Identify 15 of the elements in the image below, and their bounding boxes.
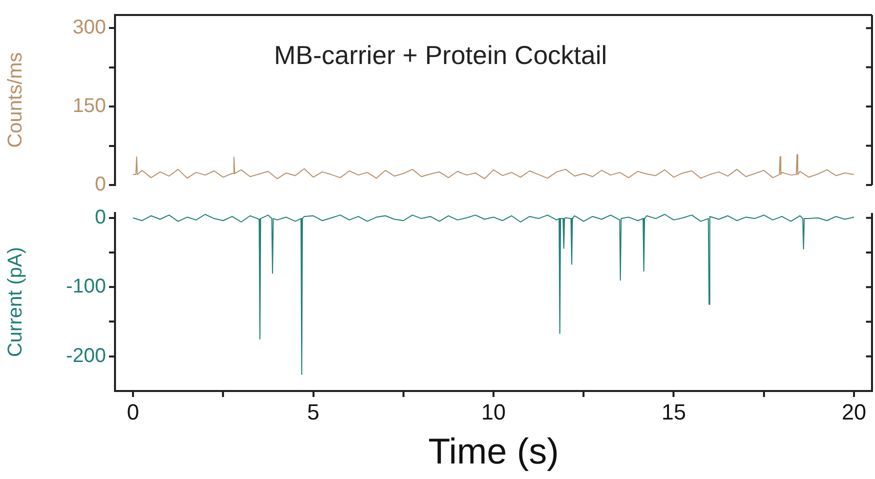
x-tick-label: 5 (307, 399, 320, 424)
y-tick-label: 150 (72, 95, 106, 118)
x-tick-label: 15 (661, 399, 686, 424)
x-tick-label: 0 (126, 399, 140, 424)
y-axis-title: Current (pA) (4, 246, 27, 358)
y-axis-title: Counts/ms (4, 52, 27, 148)
y-tick-label: 0 (94, 206, 106, 228)
y-tick-label: 300 (72, 16, 106, 39)
text: MB-carrier + Protein Cocktail (274, 40, 608, 70)
y-tick-label: 0 (94, 174, 106, 196)
x-tick-label: 10 (481, 399, 506, 424)
y-tick-label: -200 (66, 344, 106, 367)
x-tick-label: 20 (842, 399, 866, 424)
y-tick-label: -100 (66, 276, 106, 298)
x-axis-title: Time (s) (428, 430, 559, 472)
